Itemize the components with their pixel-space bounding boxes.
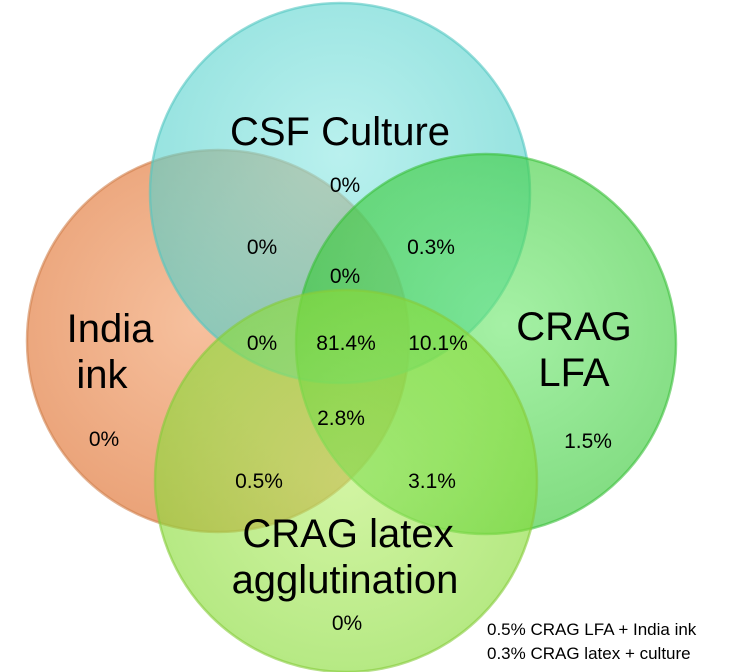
csf-culture-label: CSF Culture bbox=[230, 110, 450, 154]
footnote-lfa-india-ink: 0.5% CRAG LFA + India ink bbox=[487, 620, 697, 639]
region-crag-latex-only: 0% bbox=[332, 612, 362, 635]
region-lfa-latex-culture: 10.1% bbox=[408, 332, 468, 355]
region-crag-lfa-only: 1.5% bbox=[564, 430, 612, 453]
india-ink-label-line1: India bbox=[67, 307, 154, 351]
india-ink-label-line2: ink bbox=[76, 353, 128, 397]
region-culture-only: 0% bbox=[330, 174, 360, 197]
region-ink-latex: 0.5% bbox=[235, 470, 283, 493]
crag-latex-label-line1: CRAG latex bbox=[242, 512, 453, 556]
region-culture-lfa-ink: 0% bbox=[330, 265, 360, 288]
crag-latex-circle bbox=[153, 288, 539, 672]
region-lfa-latex-ink: 2.8% bbox=[317, 407, 365, 430]
region-ink-culture-latex: 0% bbox=[247, 332, 277, 355]
region-india-ink-only: 0% bbox=[89, 428, 119, 451]
region-all-four: 81.4% bbox=[316, 332, 376, 355]
region-lfa-latex: 3.1% bbox=[408, 470, 456, 493]
crag-lfa-label-line1: CRAG bbox=[516, 305, 632, 349]
region-culture-lfa: 0.3% bbox=[407, 236, 455, 259]
crag-latex-label-line2: agglutination bbox=[232, 558, 459, 602]
region-india-ink-culture: 0% bbox=[247, 236, 277, 259]
footnote-latex-culture: 0.3% CRAG latex + culture bbox=[487, 644, 691, 663]
crag-lfa-label-line2: LFA bbox=[538, 351, 609, 395]
